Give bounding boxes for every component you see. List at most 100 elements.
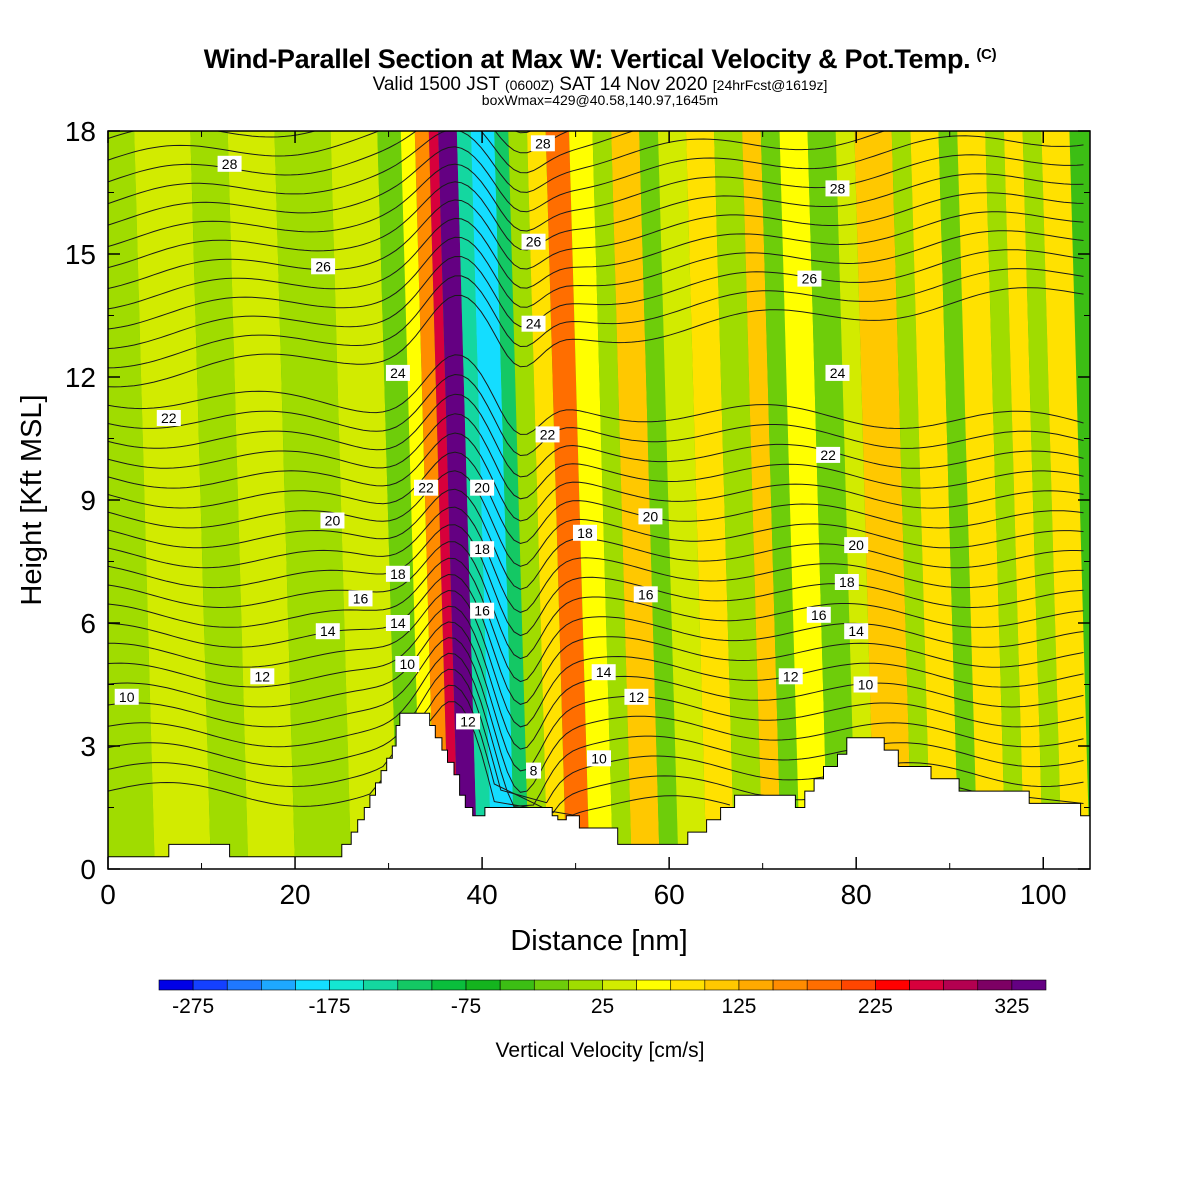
contour-label-bg (535, 426, 560, 443)
velocity-band-19 (611, 131, 660, 869)
y-tick-label: 12 (65, 362, 96, 393)
contour-label-text: 16 (474, 603, 490, 619)
contour-label-text: 12 (629, 689, 645, 705)
contour-label-bg (521, 233, 546, 250)
y-tick-label: 6 (80, 608, 96, 639)
valid-date: SAT 14 Nov 2020 (559, 74, 708, 95)
theta-contour-30 (108, 131, 886, 205)
contour-label-17: 18 (572, 524, 597, 541)
theta-contour-9 (108, 557, 1084, 683)
contour-label-text: 8 (530, 763, 538, 779)
velocity-band-23 (714, 131, 763, 869)
contour-label-bg (778, 668, 803, 685)
contour-label-3: 26 (311, 258, 336, 275)
colorbar-cell-20 (841, 979, 876, 991)
contour-label-text: 28 (830, 180, 846, 196)
theta-contour-29 (108, 135, 1084, 226)
chart-title: Wind-Parallel Section at Max W: Vertical… (0, 44, 1200, 75)
contour-label-22: 16 (470, 602, 495, 619)
theta-contour-26 (108, 192, 1084, 289)
theta-contour-21 (108, 287, 1084, 388)
contour-label-bg (806, 606, 831, 623)
contour-label-text: 10 (858, 677, 874, 693)
y-tick-label: 0 (80, 854, 96, 885)
theta-contour-0 (108, 701, 731, 816)
velocity-band-32 (938, 131, 978, 869)
contour-label-bg (413, 479, 438, 496)
contour-label-text: 18 (839, 574, 855, 590)
theta-contour-4 (108, 637, 1084, 793)
colorbar-cell-1 (192, 979, 228, 991)
colorbar-cell-12 (568, 979, 603, 991)
y-tick-label: 9 (80, 485, 96, 516)
y-tick-label: 15 (65, 239, 96, 270)
contour-label-bg (395, 656, 420, 672)
contour-label-text: 12 (783, 668, 799, 684)
velocity-band-16 (545, 131, 590, 869)
contour-label-text: 18 (390, 566, 406, 582)
theta-contour-27 (108, 173, 1084, 269)
theta-contour-2 (108, 668, 1084, 804)
velocity-band-18 (592, 131, 632, 869)
contour-label-8: 24 (825, 364, 850, 381)
velocity-band-34 (985, 131, 1025, 869)
contour-label-text: 18 (474, 541, 490, 557)
theta-contour-1 (108, 684, 1084, 814)
colorbar-tick-label: 325 (994, 995, 1029, 1018)
contour-label-text: 28 (535, 135, 551, 151)
contour-label-bg (470, 479, 495, 496)
contour-label-bg (348, 590, 373, 607)
contour-label-bg (217, 155, 242, 172)
contour-label-10: 22 (535, 426, 560, 443)
colorbar-cell-18 (772, 979, 808, 991)
velocity-band-12 (470, 131, 515, 869)
contour-label-33: 10 (114, 688, 139, 705)
contour-label-bg (591, 664, 616, 681)
theta-contour-8 (108, 573, 1084, 705)
contour-label-bg (156, 410, 181, 426)
velocity-band-22 (685, 131, 735, 869)
contour-label-24: 16 (806, 606, 831, 623)
theta-contour-18 (108, 393, 1084, 478)
colorbar-tick-label: 125 (721, 995, 756, 1018)
colorbar-cell-4 (295, 979, 330, 991)
colorbar-cell-22 (909, 979, 944, 991)
x-tick-label: 0 (100, 879, 116, 910)
velocity-band-27 (807, 131, 857, 869)
velocity-band-15 (526, 131, 567, 869)
colorbar-cell-17 (738, 979, 774, 991)
contour-label-bg (633, 586, 658, 603)
terrain (108, 712, 1090, 869)
contour-label-7: 24 (521, 315, 546, 332)
x-tick-label: 100 (1020, 879, 1067, 910)
theta-contour-5 (108, 621, 1084, 772)
velocity-band-2 (190, 131, 249, 869)
x-tick-label: 40 (467, 879, 498, 910)
colorbar-cell-13 (602, 979, 637, 991)
velocity-band-4 (274, 131, 352, 869)
velocity-band-24 (742, 131, 782, 869)
theta-contour-14 (108, 470, 1084, 567)
contour-label-text: 26 (802, 271, 818, 287)
contour-label-text: 22 (820, 447, 836, 463)
contour-label-30: 12 (456, 713, 481, 730)
contour-label-text: 14 (320, 623, 336, 639)
theta-contour-11 (108, 524, 1084, 637)
contour-label-12: 22 (413, 479, 438, 496)
colorbar-cell-7 (397, 979, 433, 991)
contour-label-20: 18 (834, 574, 859, 590)
x-tick-label: 80 (841, 879, 872, 910)
contour-label-27: 14 (591, 664, 616, 681)
contour-label-6: 24 (385, 364, 410, 381)
boxwmax-info: boxWmax=429@40.58,140.97,1645m (481, 92, 719, 108)
contour-label-1: 28 (530, 135, 555, 152)
contour-label-text: 28 (222, 156, 238, 172)
contour-label-bg (587, 750, 611, 767)
theta-contour-32 (108, 131, 571, 161)
colorbar: -275 -175 -75 25 125 225 325 (158, 979, 1047, 1018)
colorbar-label: Vertical Velocity [cm/s] (496, 1039, 705, 1062)
velocity-band-11 (456, 131, 492, 869)
contour-label-bg (385, 565, 410, 582)
contour-label-15: 20 (638, 508, 663, 525)
colorbar-cell-25 (1011, 979, 1047, 991)
